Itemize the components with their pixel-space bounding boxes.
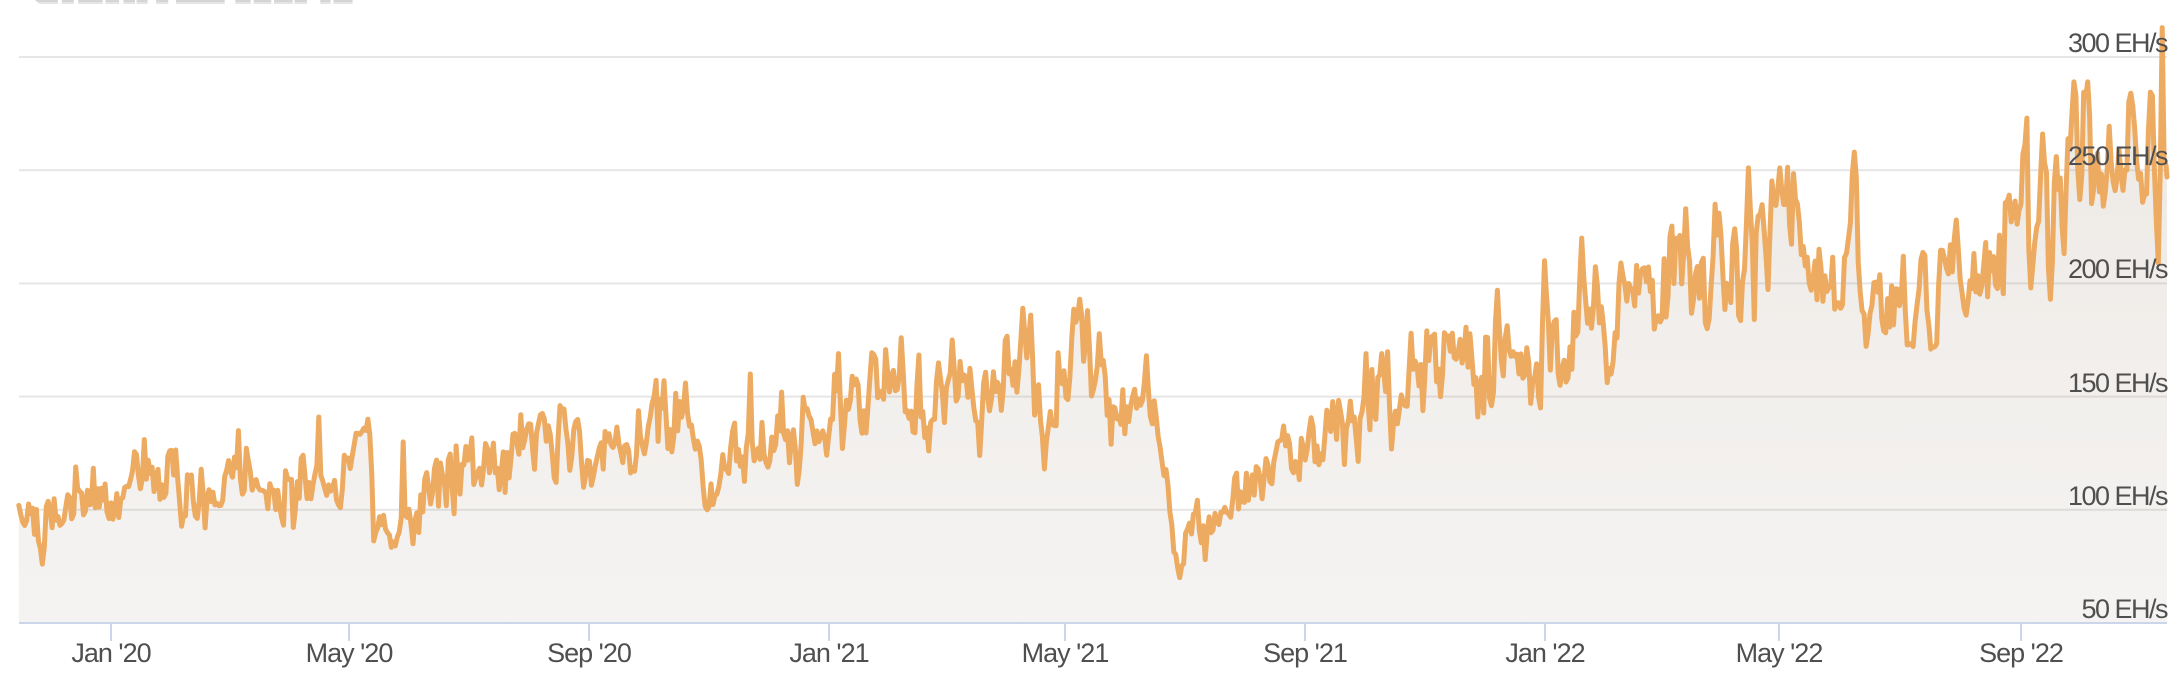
- svg-text:100 EH/s: 100 EH/s: [2068, 481, 2168, 511]
- svg-text:150 EH/s: 150 EH/s: [2068, 368, 2168, 398]
- svg-text:May '21: May '21: [1022, 638, 1109, 668]
- svg-text:Sep '21: Sep '21: [1263, 638, 1347, 668]
- svg-text:May '20: May '20: [306, 638, 393, 668]
- svg-text:50 EH/s: 50 EH/s: [2081, 594, 2168, 624]
- svg-text:Jan '21: Jan '21: [789, 638, 868, 668]
- svg-text:250 EH/s: 250 EH/s: [2068, 141, 2168, 171]
- svg-text:Sep '22: Sep '22: [1979, 638, 2063, 668]
- svg-text:May '22: May '22: [1736, 638, 1823, 668]
- svg-text:300 EH/s: 300 EH/s: [2068, 28, 2168, 58]
- svg-text:Sep '20: Sep '20: [547, 638, 631, 668]
- svg-text:Jan '22: Jan '22: [1505, 638, 1584, 668]
- svg-text:Jan '20: Jan '20: [71, 638, 150, 668]
- svg-text:200 EH/s: 200 EH/s: [2068, 254, 2168, 284]
